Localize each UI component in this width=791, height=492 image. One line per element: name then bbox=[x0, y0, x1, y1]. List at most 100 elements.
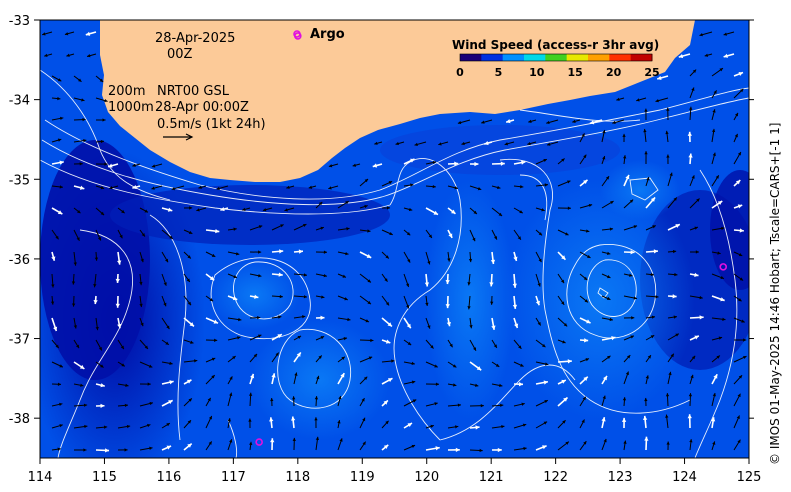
current-arrow bbox=[269, 417, 274, 429]
current-arrow bbox=[227, 251, 240, 256]
current-arrow bbox=[688, 393, 693, 407]
current-arrow bbox=[689, 226, 699, 231]
lat-tick-label: -35 bbox=[9, 173, 30, 188]
current-arrow bbox=[535, 295, 540, 306]
current-arrow bbox=[293, 249, 304, 254]
current-arrow bbox=[579, 295, 589, 303]
current-arrow bbox=[689, 69, 697, 77]
current-arrow bbox=[414, 141, 427, 146]
current-arrow bbox=[601, 155, 606, 165]
current-arrow bbox=[227, 227, 237, 231]
current-arrow bbox=[205, 251, 216, 258]
current-arrow bbox=[645, 272, 655, 277]
current-arrow bbox=[733, 273, 744, 281]
current-arrow bbox=[337, 295, 348, 301]
current-arrow bbox=[271, 272, 283, 277]
current-arrow bbox=[73, 117, 86, 122]
current-arrow bbox=[73, 229, 80, 242]
current-arrow bbox=[557, 206, 571, 210]
current-arrow bbox=[704, 53, 713, 57]
current-arrow bbox=[270, 438, 275, 451]
current-arrow bbox=[51, 138, 62, 143]
current-arrow bbox=[359, 273, 372, 283]
current-arrow bbox=[711, 295, 725, 302]
current-arrow bbox=[623, 273, 633, 277]
current-arrow bbox=[579, 203, 593, 209]
current-arrow bbox=[403, 295, 410, 309]
current-arrow bbox=[601, 317, 613, 322]
current-arrow bbox=[711, 373, 718, 385]
current-arrow bbox=[270, 397, 274, 407]
current-arrow bbox=[447, 207, 456, 215]
current-arrow bbox=[621, 417, 627, 429]
current-arrow bbox=[51, 160, 64, 165]
current-arrow bbox=[271, 315, 282, 319]
current-arrow bbox=[73, 162, 83, 166]
current-arrow bbox=[623, 225, 638, 231]
current-arrow bbox=[161, 317, 170, 330]
current-arrow bbox=[359, 317, 370, 323]
current-arrow bbox=[438, 141, 449, 146]
current-arrow bbox=[66, 53, 75, 57]
current-arrow bbox=[711, 200, 723, 209]
current-arrow bbox=[667, 353, 675, 363]
current-arrow bbox=[381, 377, 393, 385]
lon-tick-label: 116 bbox=[156, 470, 181, 485]
current-arrow bbox=[469, 383, 479, 387]
current-arrow bbox=[424, 273, 430, 287]
current-arrow bbox=[227, 273, 238, 279]
current-arrow bbox=[293, 372, 298, 385]
current-arrow bbox=[645, 176, 650, 187]
current-arrow bbox=[723, 31, 735, 36]
current-arrow bbox=[73, 185, 85, 190]
current-arrow bbox=[425, 229, 433, 239]
current-arrow bbox=[51, 339, 60, 349]
current-arrow bbox=[579, 338, 589, 343]
current-arrow bbox=[589, 119, 603, 125]
current-arrow bbox=[666, 441, 670, 451]
current-arrow bbox=[666, 154, 670, 165]
current-arrow bbox=[395, 141, 405, 146]
current-arrow bbox=[227, 439, 233, 451]
current-arrow bbox=[481, 119, 493, 124]
current-arrow bbox=[491, 339, 498, 349]
current-arrow bbox=[73, 339, 80, 349]
current-arrow bbox=[315, 335, 325, 341]
current-arrow bbox=[271, 352, 280, 363]
current-arrow bbox=[315, 375, 320, 385]
current-arrow bbox=[733, 355, 747, 363]
current-arrow bbox=[249, 294, 259, 299]
current-arrow bbox=[71, 295, 76, 307]
current-arrow bbox=[425, 317, 431, 329]
current-arrow bbox=[579, 376, 589, 385]
current-arrow bbox=[183, 442, 193, 451]
current-arrow bbox=[667, 172, 673, 187]
current-arrow bbox=[117, 361, 126, 367]
time-label: 00Z bbox=[167, 47, 193, 62]
current-arrow bbox=[337, 372, 345, 385]
current-arrow bbox=[51, 75, 62, 82]
current-arrow bbox=[328, 163, 339, 168]
current-arrow bbox=[667, 249, 677, 254]
current-arrow bbox=[117, 448, 128, 452]
current-arrow bbox=[513, 446, 527, 451]
current-arrow bbox=[733, 317, 745, 323]
current-arrow bbox=[612, 119, 625, 125]
current-arrow bbox=[337, 273, 347, 278]
current-arrow bbox=[42, 31, 53, 36]
lon-tick-label: 119 bbox=[350, 470, 375, 485]
current-arrow bbox=[601, 227, 614, 231]
lat-tick-label: -33 bbox=[9, 14, 30, 29]
longitude-axis: 114 115 116 117 118 119 120 121 122 123 124 125 bbox=[28, 458, 761, 485]
current-arrow bbox=[51, 116, 64, 121]
current-arrow bbox=[711, 251, 721, 255]
current-arrow bbox=[337, 395, 342, 407]
current-arrow bbox=[546, 119, 559, 125]
colorbar-segment bbox=[545, 54, 568, 61]
current-arrow bbox=[95, 383, 105, 388]
current-arrow bbox=[359, 229, 371, 233]
current-arrow bbox=[227, 392, 233, 407]
current-arrow bbox=[183, 339, 194, 344]
wind-tick-label: 20 bbox=[606, 66, 622, 79]
current-arrow bbox=[447, 383, 457, 387]
